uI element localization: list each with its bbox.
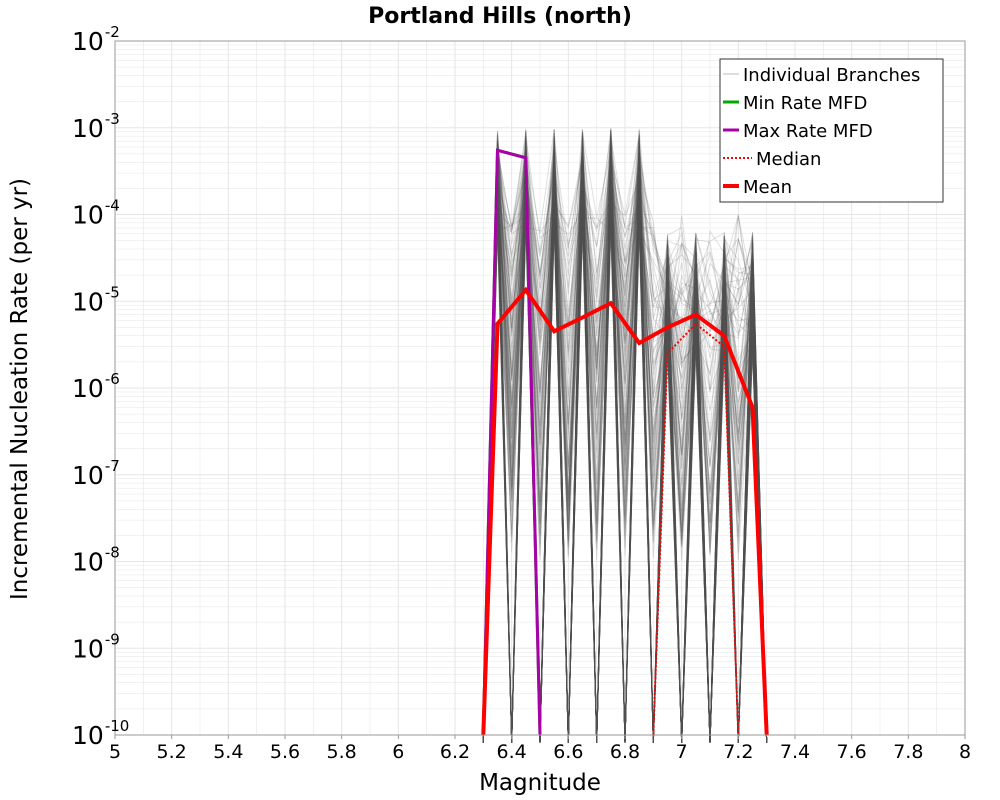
- max-rate-line: [481, 148, 542, 736]
- branch-line: [482, 150, 768, 744]
- branch-line: [482, 131, 768, 744]
- x-tick-label: 5.4: [213, 741, 243, 763]
- y-tick-label: 10-7: [72, 457, 120, 490]
- branch-line: [482, 148, 768, 744]
- x-tick-label: 5.2: [157, 741, 187, 763]
- branch-line: [482, 143, 768, 744]
- legend-label: Individual Branches: [743, 65, 920, 86]
- branch-line: [482, 135, 768, 744]
- branch-line: [482, 141, 768, 744]
- x-tick-label: 7.6: [837, 741, 867, 763]
- legend-box: [719, 58, 944, 203]
- chart-title: Portland Hills (north): [368, 4, 632, 29]
- branch-line: [482, 133, 768, 744]
- x-tick-label: 5.8: [327, 741, 357, 763]
- y-tick-label: 10-3: [72, 110, 120, 143]
- branch-line: [482, 129, 768, 744]
- y-tick-label: 10-10: [72, 717, 129, 750]
- plot-frame: [114, 40, 966, 736]
- x-tick-label: 7: [676, 741, 688, 763]
- branch-line: [482, 151, 768, 744]
- branch-line: [482, 145, 768, 744]
- branch-line: [482, 143, 768, 744]
- x-tick-label: 7.2: [723, 741, 753, 763]
- branch-line: [482, 155, 768, 744]
- x-tick-label: 8: [959, 741, 971, 763]
- x-tick-label: 6: [392, 741, 404, 763]
- x-tick-label: 6.2: [440, 741, 470, 763]
- branch-line: [482, 130, 768, 744]
- y-tick-label: 10-4: [72, 197, 120, 230]
- branch-line: [482, 135, 768, 744]
- branch-line: [482, 162, 768, 744]
- x-tick-labels: 5 5.2 5.4 5.6 5.8 6 6.2 6.4 6.6 6.8 7 7.2 7.4 7.6 7.8 8: [109, 735, 971, 763]
- branch-line: [482, 165, 768, 744]
- branch-line: [482, 148, 768, 744]
- x-tick-label: 7.8: [893, 741, 923, 763]
- y-tick-label: 10-6: [72, 370, 120, 403]
- x-tick-label: 6.6: [553, 741, 583, 763]
- branch-line: [482, 144, 768, 744]
- branch-line: [482, 138, 768, 744]
- y-axis-label: Incremental Nucleation Rate (per yr): [7, 178, 33, 600]
- x-tick-label: 7.4: [780, 741, 810, 763]
- branch-line: [482, 130, 768, 744]
- branch-line: [482, 188, 768, 744]
- x-tick-label: 5.6: [270, 741, 300, 763]
- grid-lines: [114, 41, 966, 736]
- series-lines: [481, 148, 769, 736]
- branch-line: [482, 137, 768, 744]
- branch-line: [482, 131, 768, 744]
- branch-line: [482, 173, 768, 744]
- branch-line: [482, 160, 768, 744]
- x-tick-label: 5: [109, 741, 121, 763]
- mean-line: [481, 286, 769, 736]
- branch-line: [482, 129, 768, 744]
- y-tick-label: 10-2: [72, 23, 120, 56]
- branch-line: [482, 129, 768, 744]
- x-axis-label: Magnitude: [479, 770, 601, 796]
- x-tick-label: 6.4: [497, 741, 527, 763]
- branch-line: [482, 148, 768, 744]
- branch-line: [482, 136, 768, 744]
- branch-line: [482, 136, 768, 744]
- x-tick-label: 6.8: [610, 741, 640, 763]
- branch-line: [482, 130, 768, 744]
- branch-line: [482, 142, 768, 744]
- legend-label: Max Rate MFD: [743, 121, 873, 142]
- branch-line: [482, 128, 768, 744]
- y-tick-label: 10-5: [72, 283, 120, 316]
- branch-line: [482, 147, 768, 744]
- branch-line: [482, 163, 768, 744]
- branch-line: [482, 147, 768, 744]
- branch-line: [482, 163, 768, 744]
- branch-line: [482, 139, 768, 744]
- branch-line: [482, 141, 768, 744]
- branch-line: [482, 172, 768, 744]
- legend: Individual Branches Min Rate MFD Max Rate …: [719, 58, 944, 203]
- legend-label: Min Rate MFD: [743, 93, 867, 114]
- legend-label: Mean: [743, 177, 792, 198]
- branch-line: [482, 137, 768, 744]
- legend-label: Median: [756, 149, 821, 170]
- branch-line: [482, 177, 768, 744]
- branch-line: [482, 128, 768, 744]
- branch-line: [482, 147, 768, 744]
- branch-line: [482, 144, 768, 744]
- branch-line: [482, 149, 768, 744]
- branch-line: [482, 140, 768, 744]
- y-tick-label: 10-9: [72, 630, 120, 663]
- y-tick-label: 10-8: [72, 544, 120, 577]
- median-line: [652, 322, 740, 736]
- branch-line: [482, 156, 768, 744]
- y-tick-labels: 10-10 10-9 10-8 10-7 10-6 10-5 10-4 10-3 10-2: [72, 23, 129, 750]
